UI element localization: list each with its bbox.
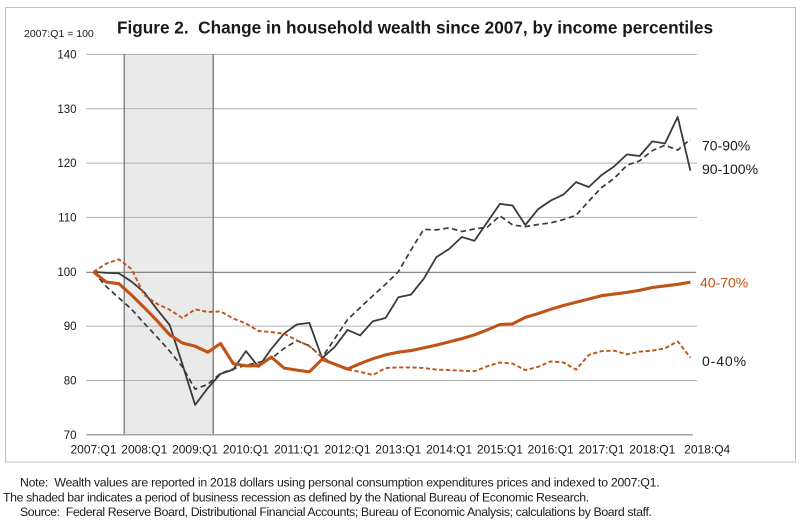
svg-text:The shaded bar indicates a per: The shaded bar indicates a period of bus… — [3, 490, 589, 504]
svg-text:0-40%: 0-40% — [702, 353, 747, 369]
svg-text:130: 130 — [57, 104, 76, 116]
svg-text:90: 90 — [64, 321, 77, 333]
svg-text:90-100%: 90-100% — [702, 161, 758, 177]
svg-text:2012:Q1: 2012:Q1 — [324, 443, 370, 457]
svg-text:80: 80 — [64, 376, 77, 388]
svg-text:120: 120 — [57, 158, 76, 170]
svg-text:2011:Q1: 2011:Q1 — [274, 443, 319, 457]
svg-text:2018:Q4: 2018:Q4 — [684, 443, 730, 457]
svg-text:Note: Wealth values are repor: Note: Wealth values are reported in 2018… — [20, 476, 659, 490]
svg-text:100: 100 — [57, 267, 76, 279]
svg-text:110: 110 — [58, 212, 76, 224]
svg-text:Source: Federal Reserve Board: Source: Federal Reserve Board, Distribut… — [20, 505, 652, 519]
svg-text:140: 140 — [57, 49, 76, 61]
svg-text:2013:Q1: 2013:Q1 — [375, 443, 421, 457]
svg-text:2014:Q1: 2014:Q1 — [426, 443, 472, 457]
svg-text:Figure 2. Change in household: Figure 2. Change in household wealth sin… — [117, 18, 713, 38]
svg-text:2008:Q1: 2008:Q1 — [121, 443, 167, 457]
svg-text:2010:Q1: 2010:Q1 — [223, 443, 269, 457]
svg-text:2009:Q1: 2009:Q1 — [172, 443, 218, 457]
svg-text:2015:Q1: 2015:Q1 — [477, 443, 523, 457]
svg-text:40-70%: 40-70% — [700, 275, 748, 291]
svg-text:70-90%: 70-90% — [702, 137, 750, 153]
svg-text:2007:Q1: 2007:Q1 — [70, 443, 116, 457]
svg-text:2017:Q1: 2017:Q1 — [578, 443, 624, 457]
svg-text:2016:Q1: 2016:Q1 — [528, 443, 574, 457]
svg-text:2018:Q1: 2018:Q1 — [629, 443, 675, 457]
svg-text:2007:Q1 = 100: 2007:Q1 = 100 — [24, 28, 94, 40]
svg-text:70: 70 — [64, 430, 77, 442]
